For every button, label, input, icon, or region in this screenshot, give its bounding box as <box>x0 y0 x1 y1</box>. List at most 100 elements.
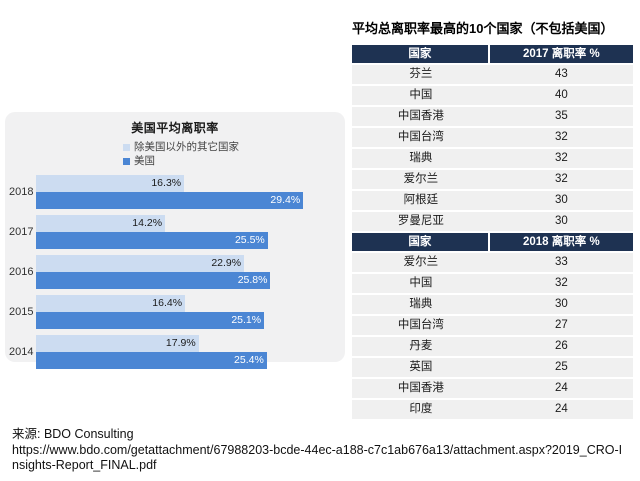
table-row: 英国 25 <box>352 358 633 377</box>
legend-label: 美国 <box>134 155 155 167</box>
table-sections: 国家 2017 离职率 % 芬兰 43 中国 40 中国香港 35 中国台湾 32 瑞典 32 爱尔兰 3… <box>352 45 633 419</box>
source-footer: 来源: BDO Consulting https://www.bdo.com/g… <box>12 427 628 474</box>
year-label: 2016 <box>9 266 34 278</box>
cell-rate: 40 <box>554 89 568 101</box>
bar-non-us: 14.2% <box>36 215 166 232</box>
cell-country: 阿根廷 <box>403 194 439 206</box>
cell-rate: 33 <box>554 256 568 268</box>
table-row: 中国香港 35 <box>352 107 633 126</box>
bar-non-us: 17.9% <box>36 335 199 352</box>
table-row: 中国 40 <box>352 86 633 105</box>
cell-rate: 32 <box>554 173 568 185</box>
bar-group: 2018 16.3% 29.4% <box>9 175 345 209</box>
legend-swatch-icon <box>123 157 130 165</box>
header-country: 国家 <box>352 45 490 63</box>
table-row: 中国香港 24 <box>352 379 633 398</box>
bar-stack: 17.9% 25.4% <box>36 335 345 369</box>
cell-country: 中国台湾 <box>397 319 444 331</box>
bar-value-label: 14.2% <box>132 217 163 229</box>
table-header-row: 国家 2017 离职率 % <box>352 45 633 63</box>
bar-value-label: 17.9% <box>165 337 196 349</box>
cell-country: 芬兰 <box>409 68 433 80</box>
cell-country: 中国香港 <box>397 382 444 394</box>
table-row: 丹麦 26 <box>352 337 633 356</box>
cell-rate: 24 <box>554 382 568 394</box>
bar-group: 2017 14.2% 25.5% <box>9 215 345 249</box>
bar-value-label: 29.4% <box>270 194 301 206</box>
table-row: 瑞典 32 <box>352 149 633 168</box>
table-row: 芬兰 43 <box>352 65 633 84</box>
bar-stack: 16.4% 25.1% <box>36 295 345 329</box>
year-label: 2017 <box>9 226 34 238</box>
bar-value-label: 16.3% <box>151 177 182 189</box>
cell-rate: 35 <box>554 110 568 122</box>
chart-legend: 除美国以外的其它国家 美国 <box>123 140 345 168</box>
bar-group: 2015 16.4% 25.1% <box>9 295 345 329</box>
legend-item: 除美国以外的其它国家 <box>123 140 345 154</box>
bar-us: 25.1% <box>36 312 265 329</box>
bar-value-label: 25.5% <box>234 234 265 246</box>
table-row: 阿根廷 30 <box>352 191 633 210</box>
cell-rate: 30 <box>554 194 568 206</box>
bar-us: 25.5% <box>36 232 268 249</box>
table-row: 瑞典 30 <box>352 295 633 314</box>
bar-stack: 14.2% 25.5% <box>36 215 345 249</box>
table-row: 爱尔兰 33 <box>352 253 633 272</box>
bar-groups: 2018 16.3% 29.4% 2017 14.2% 25.5% 2016 22.9% 25.… <box>5 175 345 369</box>
cell-rate: 26 <box>554 340 568 352</box>
table-row: 中国台湾 27 <box>352 316 633 335</box>
cell-country: 英国 <box>409 361 433 373</box>
header-rate: 2017 离职率 % <box>522 48 600 60</box>
cell-country: 罗曼尼亚 <box>397 215 444 227</box>
cell-country: 中国 <box>409 277 433 289</box>
cell-country: 中国香港 <box>397 110 444 122</box>
us-turnover-chart-panel: 美国平均离职率 除美国以外的其它国家 美国 2018 16.3% 29.4% 2017 1… <box>5 112 345 369</box>
header-country: 国家 <box>352 233 490 251</box>
bar-us: 25.4% <box>36 352 267 369</box>
cell-rate: 30 <box>554 215 568 227</box>
bar-group: 2016 22.9% 25.8% <box>9 255 345 289</box>
cell-rate: 27 <box>554 319 568 331</box>
cell-country: 瑞典 <box>409 298 433 310</box>
bar-us: 25.8% <box>36 272 271 289</box>
table-row: 爱尔兰 32 <box>352 170 633 189</box>
header-rate: 2018 离职率 % <box>522 236 600 248</box>
cell-rate: 32 <box>554 131 568 143</box>
cell-rate: 43 <box>554 68 568 80</box>
legend-item: 美国 <box>123 154 345 168</box>
table-title: 平均总离职率最高的10个国家（不包括美国） <box>352 21 614 36</box>
cell-rate: 32 <box>554 277 568 289</box>
bar-us: 29.4% <box>36 192 304 209</box>
cell-country: 中国台湾 <box>397 131 444 143</box>
source-url[interactable]: https://www.bdo.com/getattachment/679882… <box>12 442 623 473</box>
bar-value-label: 25.4% <box>234 354 264 366</box>
table-header-row: 国家 2018 离职率 % <box>352 233 633 251</box>
year-label: 2015 <box>9 306 34 318</box>
table-row: 罗曼尼亚 30 <box>352 212 633 231</box>
cell-country: 印度 <box>409 403 433 415</box>
bar-stack: 16.3% 29.4% <box>36 175 345 209</box>
table-row: 中国 32 <box>352 274 633 293</box>
bar-stack: 22.9% 25.8% <box>36 255 345 289</box>
bar-value-label: 25.1% <box>231 314 262 326</box>
table-row: 中国台湾 32 <box>352 128 633 147</box>
cell-country: 瑞典 <box>409 152 433 164</box>
top-countries-table: 平均总离职率最高的10个国家（不包括美国） 国家 2017 离职率 % 芬兰 43 中国… <box>352 18 633 421</box>
chart-title: 美国平均离职率 <box>131 121 219 135</box>
bar-value-label: 25.8% <box>237 274 268 286</box>
bar-value-label: 22.9% <box>211 257 242 269</box>
year-label: 2018 <box>9 186 34 198</box>
table-row: 印度 24 <box>352 400 633 419</box>
cell-country: 爱尔兰 <box>403 173 439 185</box>
bar-value-label: 16.4% <box>152 297 183 309</box>
cell-country: 丹麦 <box>409 340 433 352</box>
bar-non-us: 16.3% <box>36 175 185 192</box>
legend-swatch-icon <box>123 143 130 151</box>
bar-group: 2014 17.9% 25.4% <box>9 335 345 369</box>
bar-non-us: 16.4% <box>36 295 186 312</box>
cell-rate: 30 <box>554 298 568 310</box>
cell-country: 爱尔兰 <box>403 256 439 268</box>
year-label: 2014 <box>9 346 34 358</box>
cell-rate: 32 <box>554 152 568 164</box>
cell-country: 中国 <box>409 89 433 101</box>
